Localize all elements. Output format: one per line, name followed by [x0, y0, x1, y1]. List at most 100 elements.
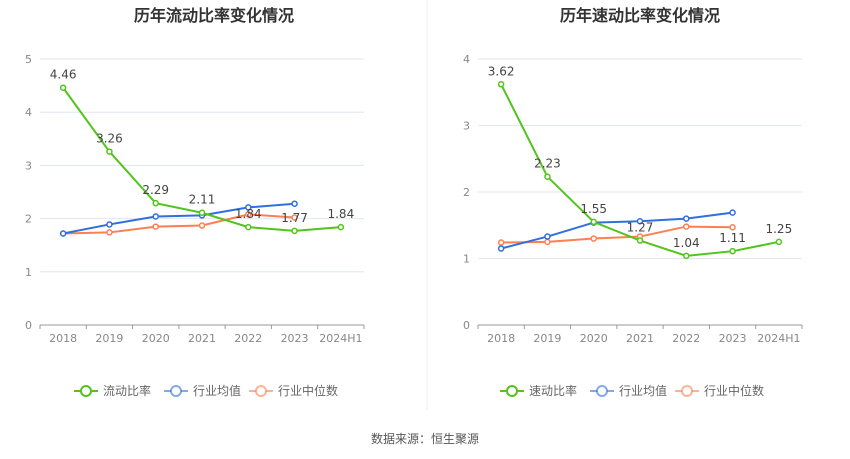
legend-label: 行业均值	[619, 383, 667, 398]
data-label: 4.46	[50, 68, 77, 82]
data-label: 1.25	[765, 222, 792, 236]
y-tick-label: 0	[463, 319, 470, 332]
data-label: 2.29	[142, 183, 169, 197]
data-point	[729, 223, 736, 231]
legend-label: 速动比率	[529, 383, 577, 398]
legend-marker-icon	[681, 385, 693, 397]
data-point	[544, 238, 551, 246]
chart-title: 历年速动比率变化情况	[560, 6, 720, 25]
series-line-行业中位数	[63, 213, 295, 235]
legend-label: 行业中位数	[704, 383, 764, 398]
y-tick-label: 0	[25, 319, 32, 332]
data-point	[152, 213, 159, 220]
data-label: 2.23	[534, 157, 561, 171]
x-tick-label: 2024H1	[757, 332, 800, 345]
y-tick-label: 1	[25, 266, 32, 279]
data-point	[291, 200, 298, 207]
data-point	[245, 211, 252, 218]
x-tick-label: 2020	[580, 332, 608, 345]
chart-2: 历年速动比率变化情况 0 1 2 3 4 2018 2019 2020 2021 2022 2023 2…	[463, 6, 803, 398]
x-tick-label: 2021	[188, 332, 216, 345]
data-point	[245, 223, 252, 231]
legend-label: 行业中位数	[278, 383, 338, 398]
data-point	[636, 218, 644, 225]
data-point	[106, 229, 113, 236]
x-tick-label: 2023	[719, 332, 747, 345]
series-line-行业中位数	[501, 225, 733, 244]
legend-marker-icon	[596, 385, 608, 397]
data-label: 1.84	[235, 207, 262, 221]
series-line-行业均值	[62, 202, 295, 235]
legend-item[interactable]: 行业中位数	[249, 383, 338, 398]
legend-item[interactable]: 行业中位数	[675, 383, 764, 398]
data-label: 1.55	[580, 202, 607, 216]
data-point	[198, 222, 206, 229]
x-tick-label: 2021	[626, 332, 654, 345]
data-label: 3.26	[96, 132, 123, 146]
data-point	[590, 218, 597, 226]
x-tick-label: 2022	[672, 332, 700, 345]
data-point	[729, 209, 736, 216]
x-tick-label: 2020	[142, 332, 170, 345]
y-tick-label: 4	[463, 53, 470, 66]
x-tick-label: 2024H1	[319, 332, 362, 345]
data-point	[497, 81, 505, 88]
data-point	[291, 227, 298, 235]
data-point	[291, 214, 298, 221]
data-point	[245, 204, 252, 211]
data-point	[544, 173, 551, 180]
x-tick-label: 2019	[95, 332, 123, 345]
data-point	[59, 84, 67, 91]
data-point	[775, 238, 783, 246]
data-point	[729, 247, 736, 255]
data-point	[683, 215, 690, 222]
data-label: 3.62	[488, 64, 515, 78]
x-tick-label: 2019	[533, 332, 561, 345]
legend-item[interactable]: 行业均值	[164, 383, 241, 398]
legend-label: 流动比率	[103, 383, 151, 398]
y-tick-label: 3	[25, 159, 32, 172]
legend-item[interactable]: 流动比率	[74, 383, 151, 398]
legend-marker-icon	[80, 385, 92, 397]
data-label: 2.11	[189, 193, 216, 207]
x-tick-label: 2018	[49, 332, 77, 345]
data-point	[152, 223, 159, 230]
y-tick-label: 3	[463, 120, 470, 133]
data-point	[152, 199, 159, 207]
legend-marker-icon	[170, 385, 182, 397]
data-label: 1.84	[327, 207, 354, 221]
x-tick-label: 2023	[281, 332, 309, 345]
x-tick-label: 2022	[234, 332, 262, 345]
data-point	[497, 245, 505, 252]
data-point	[683, 252, 690, 260]
chart-1: 历年流动比率变化情况 0 1 2 3 4 5 2018 2019 2020 2021 2022 2023…	[25, 6, 365, 398]
legend-item[interactable]: 行业均值	[590, 383, 667, 398]
data-label: 1.27	[627, 221, 654, 235]
y-tick-label: 1	[463, 253, 470, 266]
y-tick-label: 5	[25, 53, 32, 66]
data-label: 1.04	[673, 236, 700, 250]
data-point	[683, 223, 690, 230]
data-label: 1.77	[281, 211, 308, 225]
y-tick-label: 2	[25, 213, 32, 226]
legend-marker-icon	[255, 385, 267, 397]
series-line-流动比率	[62, 87, 341, 232]
legend-item[interactable]: 速动比率	[500, 383, 577, 398]
data-label: 1.11	[719, 231, 746, 245]
data-point	[106, 221, 113, 228]
data-point	[590, 235, 597, 242]
data-point	[544, 233, 551, 240]
data-point	[198, 209, 206, 216]
legend-marker-icon	[506, 385, 518, 397]
data-point	[636, 237, 644, 244]
x-tick-label: 2018	[487, 332, 515, 345]
source-note: 数据来源：恒生聚源	[370, 432, 479, 446]
y-tick-label: 2	[463, 186, 470, 199]
legend-label: 行业均值	[193, 383, 241, 398]
y-tick-label: 4	[25, 106, 32, 119]
data-point	[59, 230, 67, 237]
data-point	[497, 239, 505, 246]
series-line-行业均值	[500, 211, 733, 250]
chart-title: 历年流动比率变化情况	[134, 6, 294, 25]
